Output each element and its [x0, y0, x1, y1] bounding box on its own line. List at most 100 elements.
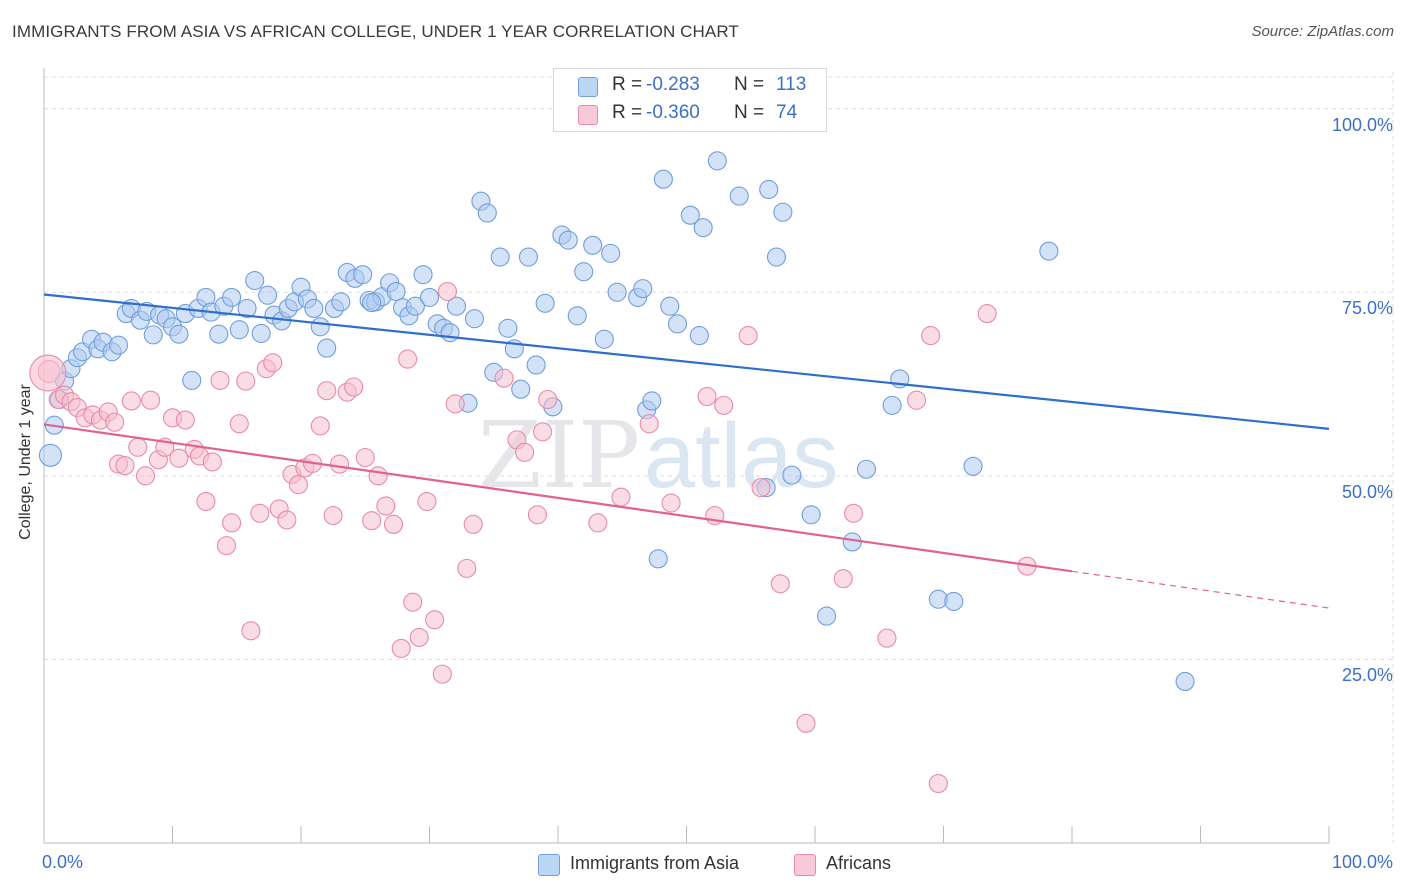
- data-point: [538, 389, 558, 410]
- data-point: [729, 186, 749, 206]
- data-point: [222, 287, 242, 307]
- data-point: [642, 391, 662, 411]
- data-point: [738, 326, 758, 346]
- legend-label-asia: Immigrants from Asia: [570, 853, 740, 873]
- data-point: [425, 610, 445, 630]
- data-point: [222, 513, 242, 533]
- stats-legend: R = -0.283 N = 113 R = -0.360 N = 74: [553, 68, 827, 132]
- data-point: [209, 324, 229, 344]
- data-point: [419, 287, 440, 307]
- x-tick-min: 0.0%: [42, 852, 84, 872]
- data-point: [680, 205, 700, 225]
- data-point: [108, 335, 129, 355]
- data-point: [355, 447, 375, 468]
- n-label: N =: [734, 102, 765, 123]
- data-point: [251, 323, 271, 343]
- data-point: [770, 574, 790, 594]
- n-value: 74: [776, 102, 798, 123]
- data-point: [583, 235, 603, 255]
- data-point: [304, 298, 324, 318]
- data-point: [263, 353, 283, 373]
- data-point: [344, 377, 364, 397]
- y-tick-label: 50.0%: [1341, 481, 1393, 502]
- data-point: [105, 412, 125, 432]
- data-point: [567, 306, 587, 326]
- data-point: [928, 773, 948, 794]
- data-point: [432, 664, 452, 684]
- data-point: [258, 285, 278, 305]
- data-point: [633, 279, 653, 299]
- stats-row-africans: R = -0.360 N = 74: [554, 100, 826, 128]
- data-point: [329, 454, 350, 474]
- data-point: [405, 296, 425, 316]
- data-point: [594, 329, 614, 349]
- data-point: [413, 265, 433, 285]
- data-point: [494, 368, 514, 388]
- data-point: [128, 437, 148, 457]
- data-point: [216, 536, 237, 556]
- data-point: [463, 514, 483, 534]
- data-point: [689, 326, 709, 346]
- data-point: [288, 475, 308, 495]
- data-point: [391, 638, 411, 658]
- data-point: [796, 713, 816, 733]
- data-point: [518, 247, 538, 267]
- data-point: [558, 230, 578, 250]
- data-point: [882, 395, 902, 415]
- legend-swatch-asia: [538, 854, 560, 876]
- data-point: [817, 606, 837, 626]
- data-point: [202, 452, 222, 472]
- data-point: [833, 569, 853, 589]
- data-point: [661, 493, 681, 513]
- chart-title: IMMIGRANTS FROM ASIA VS AFRICAN COLLEGE,…: [12, 22, 739, 41]
- watermark-atlas: atlas: [644, 405, 838, 507]
- trend-lines: [43, 293, 1330, 609]
- y-tick-label: 75.0%: [1341, 298, 1393, 319]
- r-value: -0.283: [646, 74, 700, 95]
- data-point: [527, 505, 547, 525]
- data-point: [229, 320, 249, 340]
- data-point: [229, 414, 249, 434]
- data-point: [277, 510, 297, 530]
- y-tick-label: 100.0%: [1331, 114, 1393, 135]
- trend-line-africans: [43, 423, 1073, 573]
- data-point: [446, 296, 467, 316]
- data-point: [175, 410, 195, 430]
- data-point: [115, 456, 135, 476]
- data-point: [921, 326, 941, 346]
- data-point: [697, 387, 717, 407]
- series-legend: Immigrants from Asia Africans: [0, 852, 1406, 878]
- data-point: [464, 309, 485, 329]
- data-point: [196, 492, 216, 512]
- data-point: [121, 391, 141, 411]
- data-point: [398, 349, 418, 369]
- data-point: [210, 370, 230, 390]
- data-point: [877, 628, 897, 648]
- data-point: [1175, 671, 1195, 692]
- data-point: [437, 282, 458, 302]
- data-point: [588, 513, 608, 533]
- data-point: [440, 323, 460, 343]
- data-point: [498, 318, 518, 338]
- data-point: [535, 293, 555, 313]
- data-point: [667, 314, 688, 334]
- data-point: [653, 169, 673, 189]
- r-label: R =: [612, 102, 643, 123]
- data-point: [143, 325, 163, 345]
- data-point: [323, 505, 343, 526]
- data-point: [169, 448, 189, 468]
- y-axis-label: College, Under 1 year: [17, 384, 34, 540]
- data-point: [477, 203, 497, 223]
- data-point: [574, 262, 594, 282]
- data-point: [714, 395, 734, 415]
- data-point: [245, 270, 265, 291]
- r-value: -0.360: [646, 102, 700, 123]
- data-point: [353, 265, 373, 285]
- data-point: [386, 282, 406, 302]
- trend-line-africans-extension: [1071, 570, 1330, 609]
- data-point: [759, 179, 779, 200]
- data-point: [317, 381, 337, 401]
- data-points: [29, 151, 1195, 794]
- data-point: [169, 324, 189, 344]
- data-point: [842, 532, 862, 552]
